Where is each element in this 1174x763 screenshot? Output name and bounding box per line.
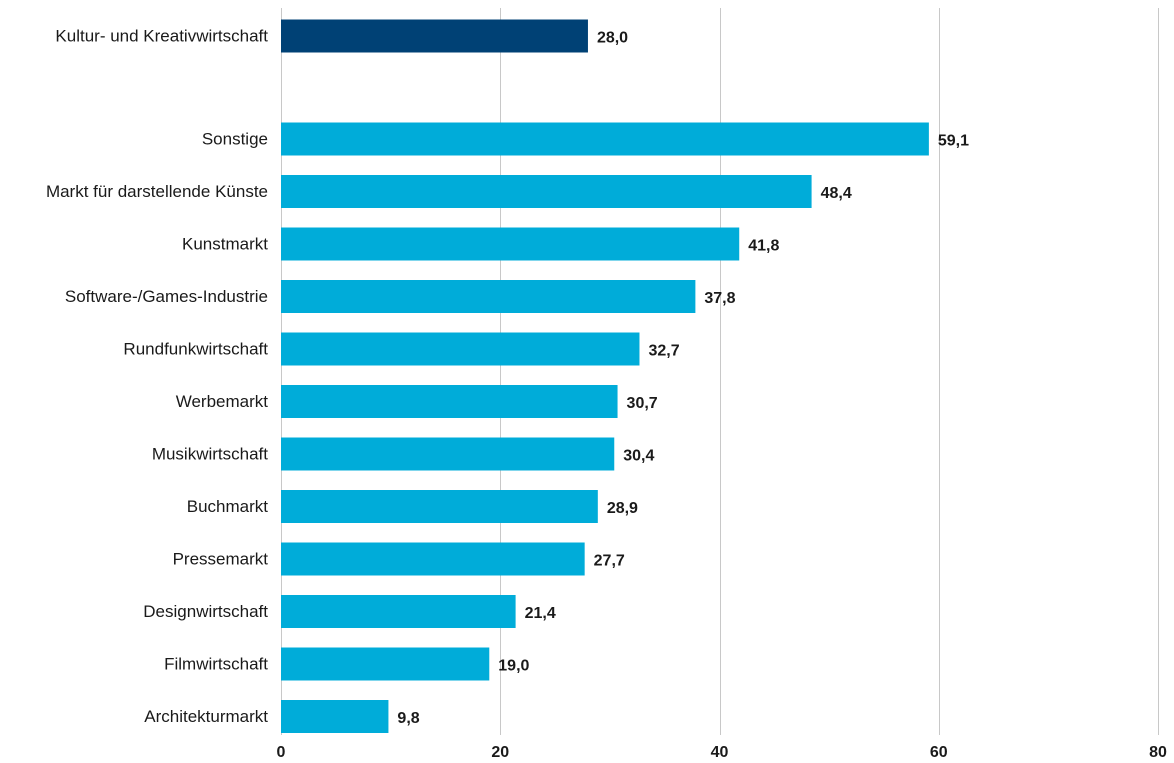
- bar-9: [281, 543, 585, 576]
- bar-7: [281, 438, 614, 471]
- x-tick-label-3: 60: [930, 744, 948, 761]
- category-label-3: Kunstmarkt: [182, 235, 268, 254]
- value-label-0: 28,0: [597, 30, 628, 47]
- bar-0: [281, 20, 588, 53]
- bar-10: [281, 595, 516, 628]
- value-label-11: 19,0: [498, 658, 529, 675]
- value-label-1: 59,1: [938, 133, 969, 150]
- value-label-10: 21,4: [525, 605, 556, 622]
- bar-4: [281, 280, 695, 313]
- value-label-9: 27,7: [594, 553, 625, 570]
- category-labels: Kultur- und Kreativwirtschaft Sonstige Mar…: [46, 27, 268, 727]
- bar-5: [281, 333, 639, 366]
- category-label-0: Kultur- und Kreativwirtschaft: [55, 27, 268, 46]
- x-tick-label-1: 20: [491, 744, 509, 761]
- value-label-2: 48,4: [821, 185, 852, 202]
- x-axis-ticks: 0 20 40 60 80: [277, 744, 1167, 761]
- bar-6: [281, 385, 618, 418]
- bar-2: [281, 175, 812, 208]
- value-label-8: 28,9: [607, 500, 638, 517]
- value-label-5: 32,7: [648, 343, 679, 360]
- category-label-11: Filmwirtschaft: [164, 655, 268, 674]
- bar-3: [281, 228, 739, 261]
- x-tick-label-2: 40: [711, 744, 729, 761]
- category-label-7: Musikwirtschaft: [152, 445, 268, 464]
- value-label-7: 30,4: [623, 448, 654, 465]
- bars: [281, 20, 929, 734]
- bar-11: [281, 648, 489, 681]
- value-label-6: 30,7: [627, 395, 658, 412]
- bar-12: [281, 700, 388, 733]
- category-label-8: Buchmarkt: [187, 497, 269, 516]
- value-label-4: 37,8: [704, 290, 735, 307]
- category-label-4: Software-/Games-Industrie: [65, 287, 268, 306]
- bar-8: [281, 490, 598, 523]
- value-label-12: 9,8: [397, 710, 419, 727]
- value-label-3: 41,8: [748, 238, 779, 255]
- category-label-5: Rundfunkwirtschaft: [123, 340, 268, 359]
- x-tick-label-4: 80: [1149, 744, 1167, 761]
- category-label-2: Markt für darstellende Künste: [46, 182, 268, 201]
- category-label-10: Designwirtschaft: [143, 602, 268, 621]
- category-label-6: Werbemarkt: [176, 392, 269, 411]
- bar-1: [281, 123, 929, 156]
- x-tick-label-0: 0: [277, 744, 286, 761]
- category-label-9: Pressemarkt: [173, 550, 269, 569]
- category-label-1: Sonstige: [202, 130, 268, 149]
- category-label-12: Architekturmarkt: [144, 707, 268, 726]
